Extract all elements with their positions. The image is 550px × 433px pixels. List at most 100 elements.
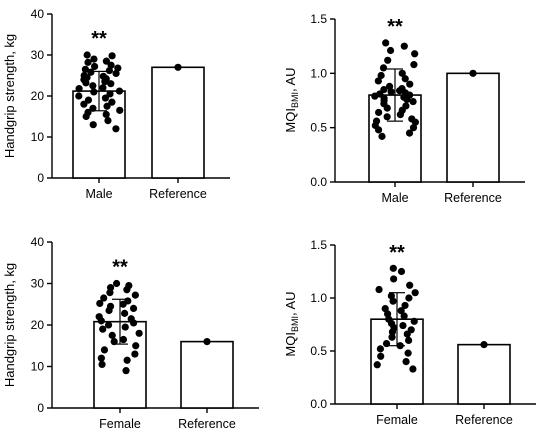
data-point xyxy=(404,349,412,357)
data-point xyxy=(402,358,410,366)
data-point xyxy=(411,50,419,58)
data-point xyxy=(385,82,394,90)
data-point xyxy=(405,129,414,137)
data-point xyxy=(96,299,104,308)
data-point xyxy=(411,118,420,126)
data-point xyxy=(83,51,91,59)
x-category-label: Reference xyxy=(178,417,236,431)
data-point xyxy=(84,58,92,66)
data-point xyxy=(396,111,404,119)
data-point xyxy=(101,78,109,86)
data-point xyxy=(106,90,114,98)
y-axis-label: MQIBMI, AU xyxy=(283,67,300,132)
data-point xyxy=(89,82,97,90)
data-point xyxy=(90,55,98,63)
data-point xyxy=(403,95,411,104)
data-point xyxy=(103,102,111,110)
data-point xyxy=(89,104,97,112)
data-point xyxy=(174,63,182,71)
data-point xyxy=(409,97,417,106)
data-point xyxy=(116,106,124,114)
data-point xyxy=(410,317,418,325)
y-tick-label: 1.0 xyxy=(310,66,327,80)
data-point xyxy=(100,294,108,302)
y-axis-label: MQIBMI, AU xyxy=(283,291,300,356)
data-point xyxy=(388,328,397,336)
data-point xyxy=(376,345,384,353)
data-point xyxy=(108,331,116,339)
data-point xyxy=(469,69,477,77)
data-point xyxy=(397,307,405,315)
data-point xyxy=(401,75,409,83)
data-point xyxy=(121,309,129,317)
chart-panel-a: 0 10 20 30 40 Handgrip strength, kg Male Refere… xyxy=(2,7,230,201)
x-category-label: Reference xyxy=(444,191,502,205)
data-point xyxy=(102,110,110,119)
data-point xyxy=(81,65,89,73)
data-point xyxy=(388,333,396,341)
data-point xyxy=(129,304,138,312)
data-point xyxy=(371,92,379,100)
data-point xyxy=(131,291,139,299)
data-point xyxy=(405,336,413,344)
data-point xyxy=(97,317,105,325)
x-category-label: Female xyxy=(376,413,418,427)
data-point xyxy=(377,71,385,80)
bar-reference xyxy=(151,66,205,179)
x-category-label: Female xyxy=(99,417,141,431)
y-tick-label: 0.5 xyxy=(310,121,327,135)
data-point xyxy=(75,85,83,93)
data-point xyxy=(374,77,382,85)
data-point xyxy=(398,69,406,77)
data-point xyxy=(129,319,138,327)
y-tick-label: 1.5 xyxy=(310,238,327,252)
data-point xyxy=(384,56,392,64)
data-point xyxy=(108,52,116,60)
data-point xyxy=(373,361,381,369)
x-category-label: Male xyxy=(85,187,112,201)
data-point xyxy=(411,289,419,297)
y-tick-label: 20 xyxy=(31,318,45,332)
data-point xyxy=(105,306,113,315)
y-tick-label: 20 xyxy=(31,89,45,103)
data-point xyxy=(383,104,391,112)
y-tick-label: 0 xyxy=(37,401,44,415)
bar-reference xyxy=(446,72,500,183)
data-point xyxy=(90,62,99,71)
data-point xyxy=(119,335,128,344)
data-point xyxy=(379,64,388,72)
significance-marker: ** xyxy=(387,16,403,38)
data-point xyxy=(403,330,411,338)
data-point xyxy=(396,342,404,350)
data-point xyxy=(89,121,97,129)
data-point xyxy=(401,301,409,310)
data-point xyxy=(480,341,488,349)
data-point xyxy=(105,66,113,75)
data-point xyxy=(377,352,385,360)
chart-panel-b: 0.0 0.5 1.0 1.5 MQIBMI, AU Male Reference ** xyxy=(283,12,525,205)
data-point xyxy=(97,354,105,362)
data-point xyxy=(115,87,124,95)
data-point xyxy=(100,346,109,354)
data-point xyxy=(410,61,418,69)
y-tick-label: 0.0 xyxy=(310,175,327,189)
data-point xyxy=(112,125,120,133)
data-point xyxy=(106,289,114,297)
data-point xyxy=(80,100,88,108)
data-point xyxy=(409,365,417,373)
significance-marker: ** xyxy=(91,28,107,50)
data-point xyxy=(75,92,83,100)
data-point xyxy=(82,112,90,121)
x-category-label: Reference xyxy=(455,413,513,427)
x-category-label: Male xyxy=(381,191,408,205)
data-point xyxy=(122,367,130,375)
data-point xyxy=(396,87,404,95)
y-tick-label: 1.0 xyxy=(310,291,327,305)
y-tick-label: 40 xyxy=(31,235,45,249)
data-point xyxy=(104,321,113,329)
data-point xyxy=(101,94,110,102)
data-point xyxy=(406,80,414,88)
y-tick-label: 10 xyxy=(31,360,45,374)
data-point xyxy=(382,39,390,47)
data-point xyxy=(99,325,107,333)
